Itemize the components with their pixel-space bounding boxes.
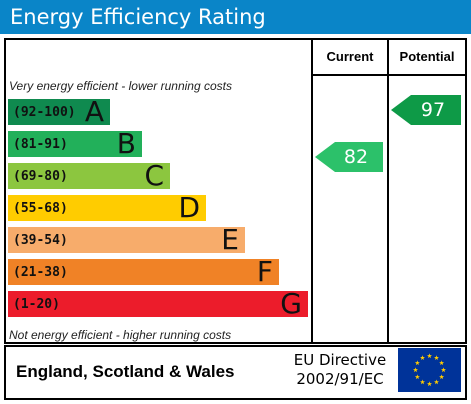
eu-star-icon bbox=[439, 360, 445, 366]
band-b-range: (81-91) bbox=[13, 136, 68, 152]
eu-star-icon bbox=[434, 379, 439, 385]
band-d-letter: D bbox=[178, 191, 200, 224]
band-e: (39-54) E bbox=[8, 223, 245, 256]
band-f-letter: F bbox=[256, 255, 273, 288]
header-divider bbox=[311, 74, 467, 76]
potential-rating-value: 97 bbox=[420, 99, 446, 121]
directive-line-2: 2002/91/EC bbox=[296, 370, 384, 388]
potential-column-divider bbox=[387, 38, 389, 344]
band-c-range: (69-80) bbox=[13, 168, 68, 184]
top-caption: Very energy efficient - lower running co… bbox=[9, 79, 232, 93]
eu-star-icon bbox=[420, 379, 425, 385]
band-a-range: (92-100) bbox=[13, 104, 76, 120]
band-d-range: (55-68) bbox=[13, 200, 68, 216]
band-g-range: (1-20) bbox=[13, 296, 60, 312]
rating-table bbox=[4, 38, 467, 344]
band-d: (55-68) D bbox=[8, 191, 206, 224]
band-e-range: (39-54) bbox=[13, 232, 68, 248]
eu-star-icon bbox=[413, 367, 418, 373]
bottom-caption: Not energy efficient - higher running co… bbox=[9, 328, 232, 342]
band-c: (69-80) C bbox=[8, 159, 170, 192]
current-column-divider bbox=[311, 38, 313, 344]
eu-star-icon bbox=[427, 381, 432, 387]
directive-line-1: EU Directive bbox=[293, 351, 387, 369]
eu-directive: EU Directive 2002/91/EC bbox=[286, 351, 394, 389]
band-g: (1-20) G bbox=[8, 287, 308, 320]
footer-panel bbox=[4, 345, 467, 400]
current-rating-value: 82 bbox=[343, 146, 369, 168]
band-a-letter: A bbox=[84, 95, 104, 128]
eu-star-icon bbox=[414, 374, 420, 380]
eu-star-icon bbox=[414, 360, 420, 366]
band-g-letter: G bbox=[280, 287, 302, 320]
eu-star-icon bbox=[427, 353, 432, 359]
current-column-header: Current bbox=[326, 49, 374, 64]
band-f: (21-38) F bbox=[8, 255, 279, 288]
eu-star-icon bbox=[439, 374, 445, 380]
band-e-letter: E bbox=[221, 223, 239, 256]
eu-star-icon bbox=[434, 355, 439, 360]
band-a: (92-100) A bbox=[8, 95, 110, 128]
potential-column-header: Potential bbox=[399, 49, 455, 64]
page-title: Energy Efficiency Rating bbox=[0, 0, 471, 34]
band-c-letter: C bbox=[144, 159, 164, 192]
band-f-range: (21-38) bbox=[13, 264, 68, 280]
band-b: (81-91) B bbox=[8, 127, 142, 160]
eu-star-icon bbox=[441, 367, 446, 373]
eu-star-icon bbox=[420, 355, 425, 360]
band-b-letter: B bbox=[116, 127, 136, 160]
region-label: England, Scotland & Wales bbox=[16, 362, 235, 381]
eu-flag-icon bbox=[398, 348, 461, 392]
